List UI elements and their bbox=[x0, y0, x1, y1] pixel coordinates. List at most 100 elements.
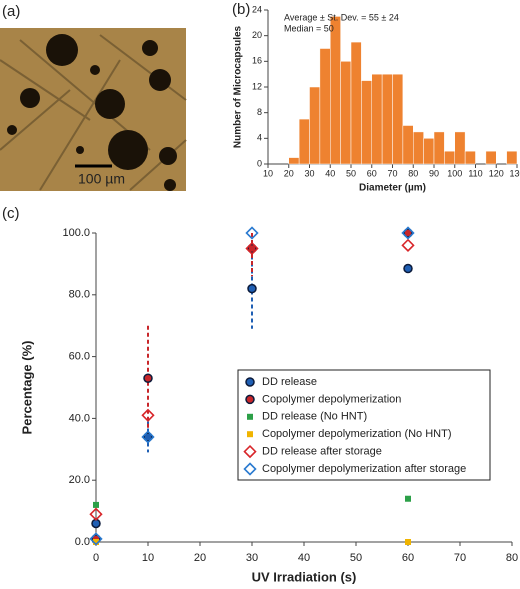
x-tick-label: 120 bbox=[489, 168, 504, 178]
point bbox=[405, 495, 411, 502]
legend: DD release Copolymer depolymerization DD r… bbox=[237, 369, 491, 481]
legend-label: Copolymer depolymerization bbox=[262, 393, 401, 405]
y-tick-label: 12 bbox=[252, 81, 262, 91]
legend-label: DD release (No HNT) bbox=[262, 411, 367, 423]
point bbox=[403, 263, 413, 274]
histogram-bar bbox=[288, 157, 300, 165]
x-tick-label: 30 bbox=[246, 552, 258, 564]
point bbox=[247, 283, 257, 294]
point bbox=[143, 432, 153, 442]
histogram-bar bbox=[444, 150, 455, 165]
y-tick-label: 60.0 bbox=[69, 351, 90, 363]
x-tick-label: 20 bbox=[194, 552, 206, 564]
y-tick-label: 8 bbox=[257, 107, 262, 117]
legend-label: Copolymer depolymerization (No HNT) bbox=[262, 428, 452, 440]
histogram-bar bbox=[454, 131, 466, 165]
x-tick-label: 70 bbox=[387, 168, 397, 178]
histogram-bar bbox=[309, 86, 321, 165]
legend-label: DD release bbox=[262, 376, 317, 388]
micrograph: 100 µm (a) bbox=[0, 3, 187, 191]
x-axis-label: UV Irradiation (s) bbox=[252, 569, 357, 584]
y-tick-label: 24 bbox=[252, 4, 262, 14]
point bbox=[245, 241, 259, 256]
histogram-bar bbox=[371, 73, 383, 165]
histogram-bar bbox=[402, 125, 414, 165]
legend-label: Copolymer depolymerization after storage bbox=[262, 463, 466, 475]
histogram-bar bbox=[392, 73, 404, 165]
point bbox=[143, 373, 153, 383]
y-tick-label: 0.0 bbox=[75, 536, 90, 548]
x-tick-label: 90 bbox=[429, 168, 439, 178]
point bbox=[401, 238, 415, 252]
point bbox=[401, 226, 415, 240]
fibers bbox=[0, 34, 187, 191]
point bbox=[405, 539, 411, 545]
point bbox=[247, 243, 257, 254]
legend-marker bbox=[247, 431, 253, 438]
panel-label: (c) bbox=[2, 205, 20, 222]
scale-bar-label: 100 µm bbox=[78, 171, 125, 187]
annotation: Median = 50 bbox=[284, 23, 334, 33]
legend-marker bbox=[243, 444, 257, 459]
histogram-bar bbox=[298, 118, 310, 165]
x-tick-label: 70 bbox=[454, 552, 466, 564]
point bbox=[245, 226, 259, 240]
x-tick-label: 80 bbox=[408, 168, 418, 178]
x-tick-label: 60 bbox=[367, 168, 377, 178]
legend-marker bbox=[245, 377, 255, 387]
x-tick-label: 130 bbox=[509, 168, 520, 178]
histogram-bar bbox=[361, 80, 372, 165]
legend-label: DD release after storage bbox=[262, 446, 382, 458]
point bbox=[93, 501, 99, 508]
x-tick-label: 80 bbox=[506, 552, 518, 564]
y-axis-label: Number of Microcapsules bbox=[233, 25, 244, 148]
panel-label: (a) bbox=[2, 3, 20, 20]
x-tick-label: 60 bbox=[402, 552, 414, 564]
histogram-bar bbox=[350, 41, 362, 165]
x-tick-label: 110 bbox=[468, 168, 482, 178]
y-tick-label: 80.0 bbox=[69, 289, 90, 301]
y-tick-label: 20 bbox=[252, 30, 262, 40]
y-tick-label: 40.0 bbox=[69, 412, 90, 424]
panel-label: (b) bbox=[232, 1, 250, 18]
y-tick-label: 100.0 bbox=[62, 227, 90, 239]
legend-marker bbox=[243, 462, 257, 476]
y-tick-label: 4 bbox=[257, 133, 262, 143]
y-tick-label: 0 bbox=[257, 158, 262, 168]
histogram-bar bbox=[413, 131, 424, 165]
point bbox=[403, 228, 413, 238]
legend-marker bbox=[245, 394, 255, 405]
x-tick-label: 40 bbox=[298, 552, 310, 564]
annotation: Average ± St. Dev. = 55 ± 24 bbox=[284, 12, 399, 22]
x-tick-label: 0 bbox=[93, 552, 99, 564]
x-tick-label: 100 bbox=[447, 168, 462, 178]
histogram-bar bbox=[506, 150, 518, 165]
x-axis-label: Diameter (µm) bbox=[359, 183, 426, 194]
histogram-bar bbox=[423, 138, 435, 165]
point bbox=[141, 430, 155, 444]
capsules bbox=[7, 34, 177, 191]
histogram-bar bbox=[319, 48, 331, 165]
x-tick-label: 50 bbox=[346, 168, 356, 178]
x-tick-label: 50 bbox=[350, 552, 362, 564]
x-tick-label: 10 bbox=[142, 552, 154, 564]
x-tick-label: 30 bbox=[304, 168, 314, 178]
y-tick-label: 16 bbox=[252, 56, 262, 66]
point bbox=[89, 532, 103, 546]
histogram-bar bbox=[464, 150, 476, 165]
histogram-bar bbox=[330, 16, 341, 165]
x-tick-label: 20 bbox=[284, 168, 294, 178]
x-tick-label: 10 bbox=[263, 168, 273, 178]
point bbox=[141, 408, 155, 422]
x-tick-label: 40 bbox=[325, 168, 335, 178]
histogram-bar bbox=[485, 150, 497, 165]
legend-box bbox=[237, 369, 491, 481]
histogram-bar bbox=[381, 73, 393, 165]
y-axis-label: Percentage (%) bbox=[19, 341, 34, 435]
y-tick-label: 20.0 bbox=[69, 474, 90, 486]
legend-marker bbox=[247, 413, 253, 420]
point bbox=[93, 539, 99, 545]
histogram-bar bbox=[433, 131, 445, 165]
point bbox=[89, 507, 103, 521]
